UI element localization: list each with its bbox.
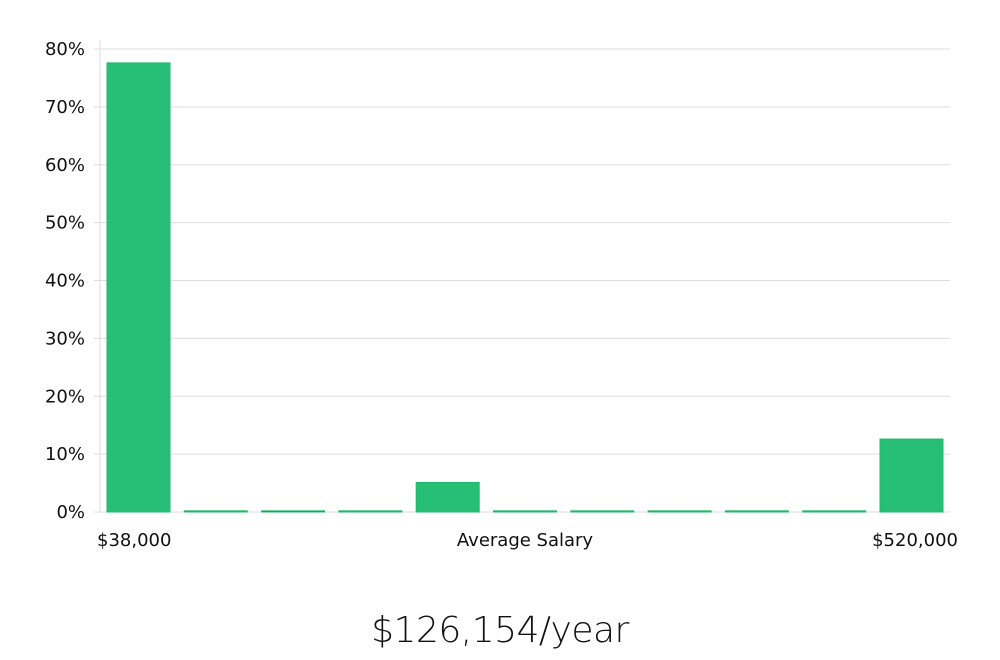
histogram-bar [493,510,557,513]
histogram-bar [879,438,944,513]
histogram-bar [647,510,712,513]
y-tick-label: 10% [45,444,85,465]
y-tick-label: 80% [45,39,85,60]
histogram-bar [338,510,403,513]
histogram-bar [570,510,635,513]
y-tick-label: 50% [45,213,85,234]
histogram-bar [802,510,867,513]
y-tick-label: 20% [45,386,85,407]
y-tick-label: 30% [45,328,85,349]
x-axis-label: Average Salary [457,530,594,551]
y-tick-label: 0% [56,502,85,523]
x-max-label: $520,000 [872,530,958,551]
histogram-bar [261,510,326,513]
histogram-bar [724,510,789,513]
y-tick-label: 70% [45,97,85,118]
bars [106,62,944,513]
histogram-bar [183,510,248,513]
salary-histogram: 0% 10% 20% 30% 40% 50% 60% 70% 80% $38,000 Avera… [45,39,958,551]
y-tick-label: 40% [45,271,85,292]
histogram-bar [415,481,480,513]
average-salary-summary: $126,154/year [371,610,629,651]
histogram-bar [106,62,171,513]
x-min-label: $38,000 [97,530,171,551]
grid-lines [94,48,950,513]
y-axis-ticks: 0% 10% 20% 30% 40% 50% 60% 70% 80% [45,39,85,523]
y-tick-label: 60% [45,155,85,176]
